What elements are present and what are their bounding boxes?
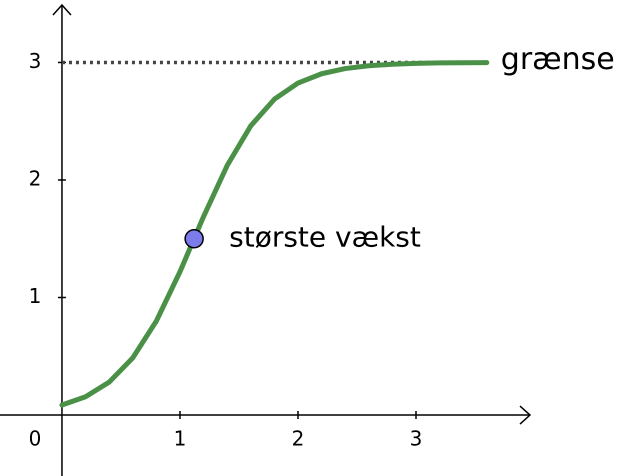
x-tick-label: 3 xyxy=(410,427,423,451)
y-tick-label: 1 xyxy=(29,284,42,308)
y-tick-label: 2 xyxy=(29,166,42,190)
x-tick-label: 2 xyxy=(292,427,305,451)
x-axis-arrow xyxy=(519,405,532,425)
y-tick-label: 3 xyxy=(29,49,42,73)
curve xyxy=(59,60,490,408)
point-label: største vækst xyxy=(229,221,421,254)
x-tick-label: 0 xyxy=(29,427,42,451)
asymptote-label: grænse xyxy=(501,42,615,77)
y-axis-arrow xyxy=(52,3,72,16)
inflection-point xyxy=(184,228,204,249)
x-tick-label: 1 xyxy=(174,427,187,451)
